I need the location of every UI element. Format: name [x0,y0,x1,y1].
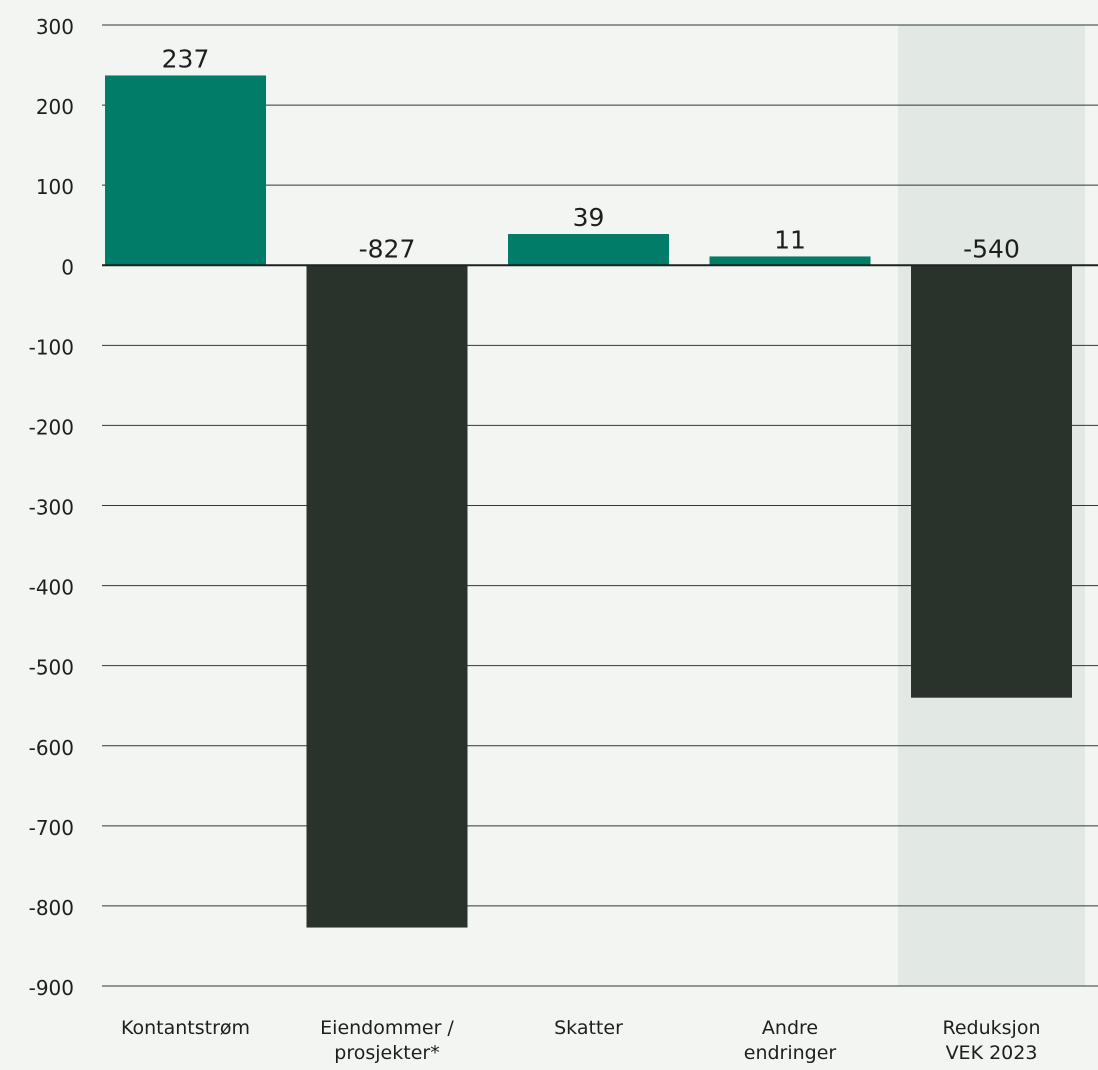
y-tick-label: -900 [29,976,74,1000]
value-label: 237 [162,44,210,73]
y-tick-label: 300 [36,15,74,39]
y-tick-label: -800 [29,896,74,920]
y-tick-label: -200 [29,415,74,439]
value-label: -827 [359,234,416,263]
y-tick-label: -700 [29,816,74,840]
y-tick-label: 100 [36,175,74,199]
x-category-label: Eiendommer / prosjekter* [320,1017,454,1064]
x-category-label: Andre endringer [744,1017,837,1064]
y-tick-label: 0 [61,255,74,279]
y-tick-label: -400 [29,576,74,600]
bar [508,234,669,266]
x-category-label: Kontantstrøm [121,1017,250,1039]
bar [709,256,871,266]
bar [105,75,266,266]
y-tick-label: -100 [29,335,74,359]
x-category-label: Skatter [554,1017,623,1039]
x-category-label: Reduksjon VEK 2023 [943,1017,1041,1064]
y-tick-label: -600 [29,736,74,760]
value-label: 39 [573,203,605,232]
value-label: -540 [963,234,1020,263]
bar [306,265,468,928]
y-tick-label: -500 [29,656,74,680]
bar [911,265,1072,698]
value-label: 11 [774,225,806,254]
y-tick-label: 200 [36,95,74,119]
y-tick-label: -300 [29,496,74,520]
